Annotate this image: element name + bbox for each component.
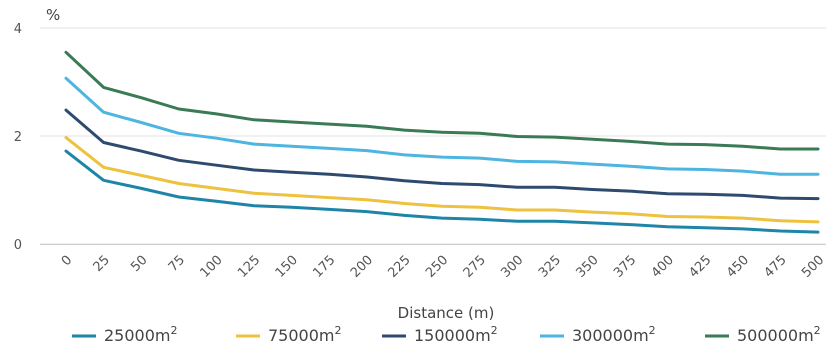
legend-label-superscript: 2 <box>170 324 177 337</box>
y-tick-label: 4 <box>14 22 22 37</box>
series-line-500000m2 <box>64 50 820 151</box>
series-line-75000m2 <box>64 136 820 224</box>
series-lines <box>64 50 820 234</box>
legend-label-superscript: 2 <box>334 324 341 337</box>
x-axis-title: Distance (m) <box>398 304 495 322</box>
x-tick-label: 425 <box>686 253 714 281</box>
x-tick-label: 50 <box>128 253 150 275</box>
x-tick-label: 250 <box>423 253 451 281</box>
legend-item: 25000m2 <box>72 324 177 345</box>
x-tick-label: 150 <box>273 253 301 281</box>
x-tick-label: 275 <box>461 253 489 281</box>
legend-label: 25000m2 <box>104 324 177 345</box>
x-tick-label: 125 <box>235 253 263 281</box>
series-line-150000m2 <box>64 108 820 201</box>
x-tick-label: 350 <box>574 253 602 281</box>
legend-label: 150000m2 <box>414 324 498 345</box>
x-tick-label: 25 <box>91 253 113 275</box>
legend-label-text: 75000m <box>268 326 334 345</box>
x-tick-label: 225 <box>386 253 414 281</box>
legend-label: 300000m2 <box>572 324 656 345</box>
x-tick-label: 100 <box>198 253 226 281</box>
x-tick-label: 75 <box>166 253 188 275</box>
legend-label: 75000m2 <box>268 324 341 345</box>
series-line-300000m2 <box>64 76 820 176</box>
x-tick-label: 175 <box>310 253 338 281</box>
legend-label-superscript: 2 <box>649 324 656 337</box>
x-tick-label: 475 <box>762 253 790 281</box>
legend-label-text: 25000m <box>104 326 170 345</box>
legend-label: 500000m2 <box>737 324 821 345</box>
x-tick-label: 400 <box>649 253 677 281</box>
legend-label-text: 500000m <box>737 326 814 345</box>
legend-item: 300000m2 <box>540 324 656 345</box>
x-tick-label: 300 <box>498 253 526 281</box>
y-tick-label: 0 <box>14 238 22 253</box>
y-axis-unit-label: % <box>46 6 60 24</box>
gridlines <box>40 27 826 245</box>
x-tick-label: 500 <box>799 253 827 281</box>
legend-item: 75000m2 <box>236 324 341 345</box>
legend-label-text: 150000m <box>414 326 491 345</box>
x-tick-label: 0 <box>59 253 75 269</box>
y-tick-label: 2 <box>14 130 22 145</box>
legend-item: 150000m2 <box>382 324 498 345</box>
x-tick-label: 450 <box>724 253 752 281</box>
series-line-25000m2 <box>64 149 820 234</box>
x-tick-label: 325 <box>536 253 564 281</box>
x-tick-label: 200 <box>348 253 376 281</box>
legend-label-text: 300000m <box>572 326 649 345</box>
legend-label-superscript: 2 <box>814 324 821 337</box>
legend-item: 500000m2 <box>705 324 821 345</box>
axes: 0 2 4 0 25 50 75 100 125 150 175 200 225 250 275 300 325… <box>14 22 828 281</box>
legend-label-superscript: 2 <box>491 324 498 337</box>
legend: 25000m2 75000m2 150000m2 300000m2 500000m2 <box>72 324 821 345</box>
x-tick-label: 375 <box>611 253 639 281</box>
